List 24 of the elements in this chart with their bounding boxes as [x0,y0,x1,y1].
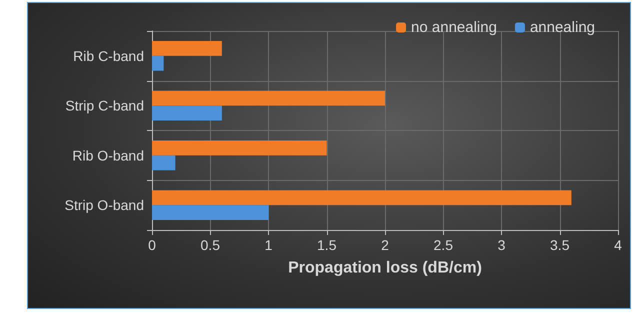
bar [152,106,222,121]
x-tick-label: 3.5 [550,237,570,253]
legend-label: no annealing [411,19,497,36]
x-tick-label: 1.5 [317,237,337,253]
y-tick-label: Strip C-band [65,98,144,114]
x-tick-label: 2.5 [434,237,454,253]
bar [152,40,222,56]
bar [152,56,164,71]
y-tick-label: Strip O-band [64,197,144,214]
y-tick-label: Rib O-band [72,147,144,164]
bar [152,190,572,206]
bar [152,90,385,106]
x-tick-label: 2 [381,237,390,253]
bar [152,155,176,170]
x-tick-label: 0 [148,237,156,253]
bar [152,205,268,220]
x-axis-title: Propagation loss (dB/cm) [288,260,482,276]
x-tick-label: 1 [264,237,273,253]
bar [152,140,327,156]
legend-label: annealing [530,19,595,36]
y-tick-label: Rib C-band [73,48,144,64]
x-tick-label: 4 [614,237,622,253]
x-tick-label: 0.5 [200,237,220,253]
x-tick-label: 3 [498,237,506,253]
